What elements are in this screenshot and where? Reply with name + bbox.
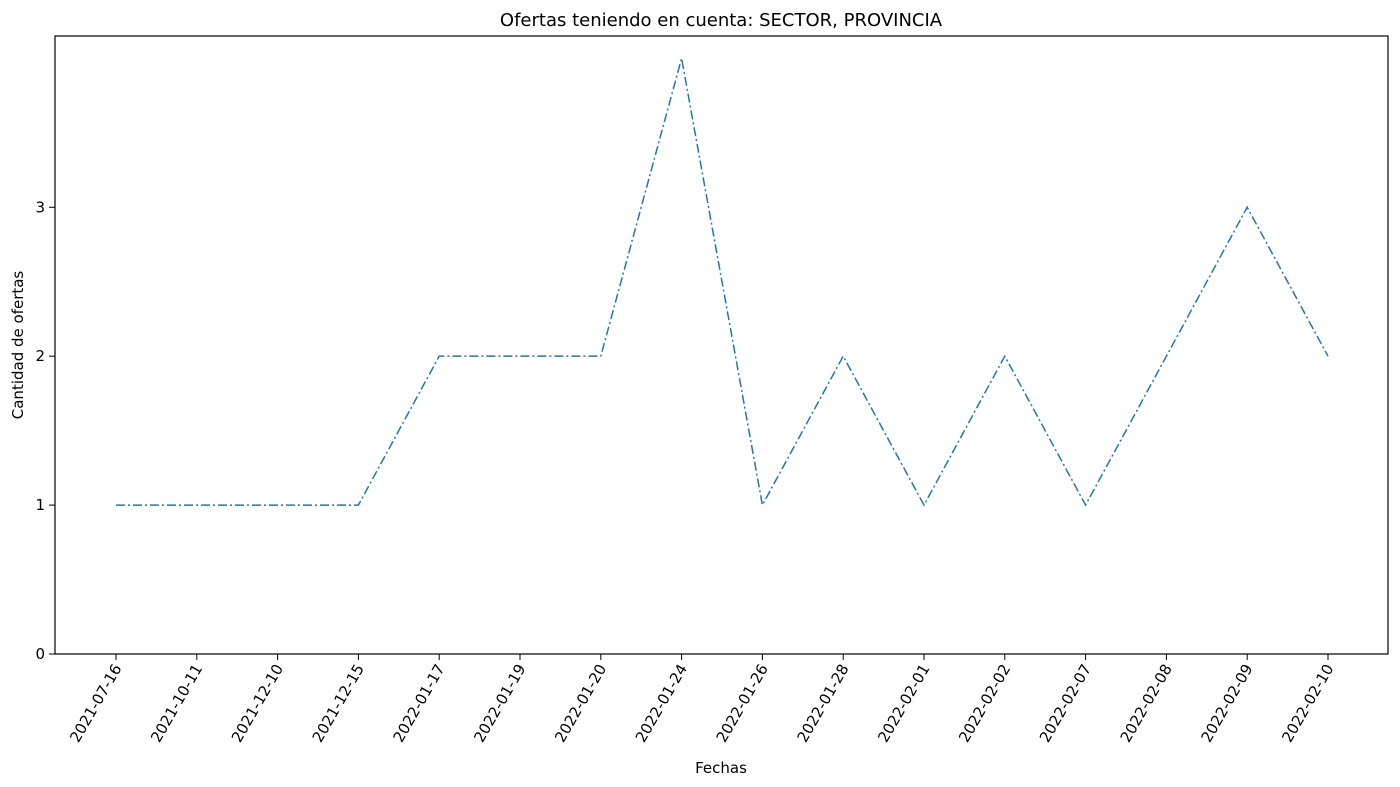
chart-title: Ofertas teniendo en cuenta: SECTOR, PROV… [500, 10, 943, 31]
series-line [116, 58, 1329, 508]
y-tick-label: 1 [35, 496, 45, 514]
x-tick-label: 2022-01-17 [389, 661, 448, 746]
x-tick-label: 2022-01-24 [632, 661, 691, 746]
y-axis-ticks: 0 1 2 3 [35, 198, 55, 663]
x-tick-label: 2022-02-07 [1036, 661, 1095, 746]
y-axis-label: Cantidad de ofertas [9, 271, 27, 420]
plot-frame [54, 35, 1389, 655]
y-tick-label: 3 [35, 198, 45, 216]
y-tick-label: 0 [35, 645, 45, 663]
x-tick-label: 2022-02-01 [874, 661, 933, 746]
x-axis-ticks: 2021-07-16 2021-10-11 2021-12-10 2021-12-15… [66, 654, 1337, 746]
x-tick-label: 2021-12-15 [309, 661, 368, 746]
x-tick-label: 2021-07-16 [66, 661, 125, 746]
x-tick-label: 2021-12-10 [228, 661, 287, 746]
x-tick-label: 2021-10-11 [147, 661, 206, 746]
x-tick-label: 2022-02-08 [1117, 661, 1176, 746]
y-tick-label: 2 [35, 347, 45, 365]
x-tick-label: 2022-02-10 [1278, 661, 1337, 746]
x-tick-label: 2022-01-26 [713, 661, 772, 746]
x-tick-label: 2022-01-19 [470, 661, 529, 746]
x-tick-label: 2022-01-20 [551, 661, 610, 746]
x-tick-label: 2022-02-02 [955, 661, 1014, 746]
x-axis-label: Fechas [695, 759, 747, 777]
x-tick-label: 2022-02-09 [1197, 661, 1256, 746]
x-tick-label: 2022-01-28 [793, 661, 852, 746]
